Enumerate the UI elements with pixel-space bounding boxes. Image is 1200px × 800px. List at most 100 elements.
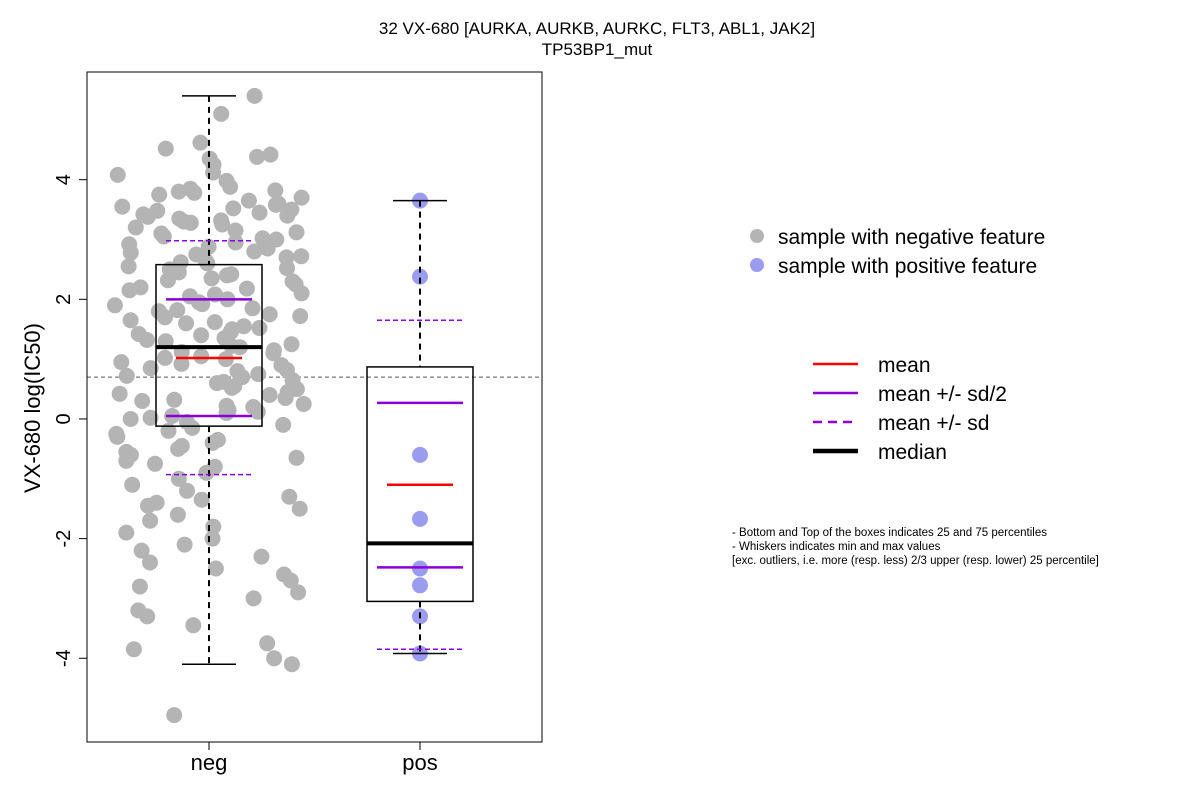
neg-sample-point: [259, 240, 276, 257]
neg-sample-point: [214, 216, 231, 233]
footnote-line: [exc. outliers, i.e. more (resp. less) 2…: [732, 555, 1099, 567]
neg-sample-point: [124, 476, 141, 493]
pos-sample-point: [412, 510, 428, 527]
neg-sample-point: [113, 354, 130, 371]
pos-sample-point: [412, 268, 428, 285]
neg-sample-point: [246, 243, 263, 260]
neg-sample-point: [253, 548, 270, 565]
neg-sample-point: [283, 336, 300, 353]
neg-sample-point: [142, 554, 158, 571]
x-tick-label-pos: pos: [402, 750, 437, 775]
neg-sample-point: [193, 348, 210, 365]
legend-point-label: sample with positive feature: [778, 255, 1037, 278]
plot-frame: [86, 71, 543, 743]
legend-line-label: mean +/- sd: [878, 412, 989, 435]
neg-sample-point: [246, 87, 263, 104]
neg-sample-point: [292, 308, 309, 325]
legend-point-marker: [750, 229, 764, 243]
neg-sample-point: [238, 280, 255, 297]
neg-sample-point: [288, 449, 305, 466]
neg-sample-point: [261, 306, 278, 323]
neg-sample-point: [205, 164, 222, 181]
neg-sample-point: [219, 267, 235, 284]
neg-sample-point: [170, 183, 187, 200]
neg-sample-point: [249, 148, 265, 165]
neg-sample-point: [250, 366, 267, 383]
legend: sample with negative feature sample with …: [750, 226, 1045, 464]
neg-sample-point: [293, 285, 310, 302]
neg-sample-point: [173, 355, 190, 372]
y-tick-label: -4: [53, 649, 75, 667]
y-tick-label: 4: [53, 174, 75, 185]
legend-line-label: mean +/- sd/2: [878, 383, 1007, 406]
neg-sample-point: [147, 455, 163, 472]
y-tick-label: -2: [53, 530, 75, 548]
neg-sample-point: [203, 270, 220, 287]
neg-sample-point: [283, 656, 300, 673]
y-tick-label: 0: [53, 413, 75, 424]
neg-sample-point: [109, 166, 126, 183]
neg-sample-point: [142, 360, 159, 377]
neg-sample-point: [267, 196, 284, 213]
neg-sample-point: [227, 234, 244, 251]
neg-sample-point: [134, 393, 151, 409]
neg-sample-point: [277, 390, 294, 406]
neg-sample-point: [122, 312, 139, 329]
neg-sample-point: [127, 219, 144, 236]
neg-sample-point: [185, 617, 202, 634]
x-tick-label-neg: neg: [191, 750, 228, 775]
neg-sample-point: [157, 309, 173, 326]
neg-sample-point: [179, 482, 195, 499]
neg-sample-point: [223, 379, 240, 396]
neg-sample-point: [208, 375, 225, 392]
neg-sample-point: [125, 641, 142, 658]
y-axis-label: VX-680 log(IC50): [20, 323, 45, 493]
neg-sample-point: [142, 409, 159, 426]
legend-point-label: sample with negative feature: [778, 226, 1045, 249]
neg-sample-point: [279, 207, 296, 224]
neg-sample-point: [166, 391, 183, 408]
neg-sample-point: [139, 332, 155, 348]
neg-sample-point: [139, 608, 156, 625]
neg-sample-point: [245, 590, 262, 607]
neg-sample-point: [259, 635, 276, 652]
plot-area: [87, 87, 542, 724]
neg-sample-point: [275, 416, 292, 433]
neg-sample-point: [240, 192, 257, 209]
neg-sample-point: [218, 405, 235, 421]
neg-sample-point: [157, 140, 174, 157]
neg-sample-point: [251, 320, 268, 336]
notes: - Bottom and Top of the boxes indicates …: [732, 527, 1099, 567]
neg-sample-point: [122, 244, 139, 261]
neg-sample-point: [155, 228, 172, 245]
footnote-line: - Bottom and Top of the boxes indicates …: [732, 527, 1047, 539]
neg-sample-point: [166, 707, 183, 724]
neg-sample-point: [279, 260, 295, 277]
neg-sample-point: [249, 403, 266, 420]
box-pos: [366, 199, 474, 655]
neg-sample-point: [251, 204, 268, 221]
neg-sample-point: [122, 411, 139, 427]
legend-line-label: mean: [878, 354, 931, 377]
neg-sample-point: [222, 178, 239, 195]
neg-sample-point: [169, 302, 186, 319]
neg-sample-point: [151, 186, 168, 203]
neg-sample-point: [262, 146, 279, 163]
neg-sample-point: [207, 560, 224, 577]
neg-sample-point: [213, 105, 230, 122]
neg-sample-point: [139, 208, 156, 225]
neg-sample-point: [106, 297, 123, 314]
neg-sample-point: [178, 315, 195, 332]
chart-subtitle: TP53BP1_mut: [542, 40, 653, 59]
neg-sample-point: [204, 434, 221, 451]
neg-sample-point: [225, 200, 242, 217]
neg-sample-point: [206, 314, 223, 331]
neg-sample-point: [198, 464, 215, 481]
neg-sample-point: [204, 530, 221, 547]
neg-sample-point: [227, 222, 244, 239]
y-tick-label: 2: [53, 294, 75, 305]
neg-sample-point: [244, 300, 261, 317]
neg-sample-point: [288, 224, 305, 241]
neg-sample-point: [265, 345, 282, 362]
